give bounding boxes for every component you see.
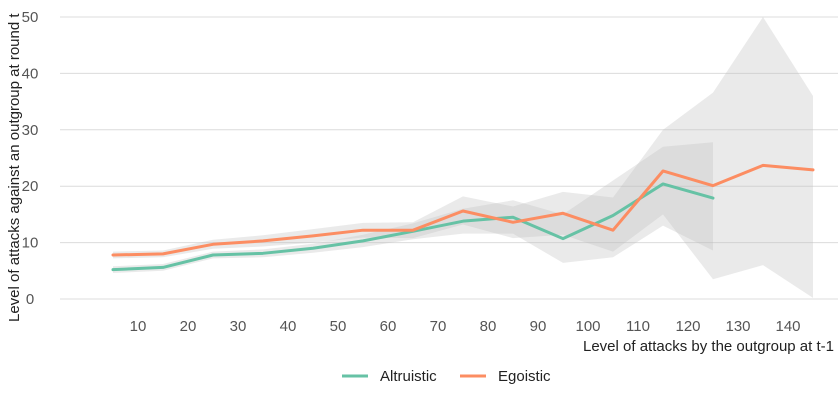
x-tick-label: 120 xyxy=(675,318,700,335)
y-tick-label: 10 xyxy=(22,235,39,252)
x-tick-label: 80 xyxy=(480,318,497,335)
x-tick-label: 60 xyxy=(380,318,397,335)
confidence-bands xyxy=(113,17,813,298)
x-tick-label: 10 xyxy=(130,318,147,335)
y-axis-ticks: 0 10 20 30 40 50 xyxy=(22,9,39,308)
legend: Altruistic Egoistic xyxy=(342,368,551,385)
y-axis-title: Level of attacks against an outgroup at … xyxy=(6,13,23,322)
x-tick-label: 140 xyxy=(775,318,800,335)
x-tick-label: 40 xyxy=(280,318,297,335)
ci-band-altruistic xyxy=(113,142,713,274)
x-tick-label: 50 xyxy=(330,318,347,335)
x-tick-label: 110 xyxy=(626,318,650,335)
x-tick-label: 90 xyxy=(530,318,547,335)
x-tick-label: 130 xyxy=(725,318,750,335)
legend-label-egoistic: Egoistic xyxy=(498,368,551,385)
series-lines xyxy=(111,163,815,272)
series-line-egoistic xyxy=(111,163,815,257)
y-tick-label: 40 xyxy=(22,65,39,82)
y-tick-label: 20 xyxy=(22,178,39,195)
y-tick-label: 50 xyxy=(22,9,39,26)
y-tick-label: 0 xyxy=(26,291,34,308)
x-tick-label: 30 xyxy=(230,318,247,335)
legend-label-altruistic: Altruistic xyxy=(380,368,437,385)
ci-band-egoistic xyxy=(113,17,813,298)
x-axis-ticks: 10 20 30 40 50 60 70 80 90 100 110 120 130 140 xyxy=(130,318,801,335)
gridlines xyxy=(60,16,838,300)
x-tick-label: 70 xyxy=(430,318,447,335)
y-tick-label: 30 xyxy=(22,122,39,139)
x-axis-title: Level of attacks by the outgroup at t-1 xyxy=(583,338,834,355)
x-tick-label: 100 xyxy=(575,318,600,335)
x-tick-label: 20 xyxy=(180,318,197,335)
